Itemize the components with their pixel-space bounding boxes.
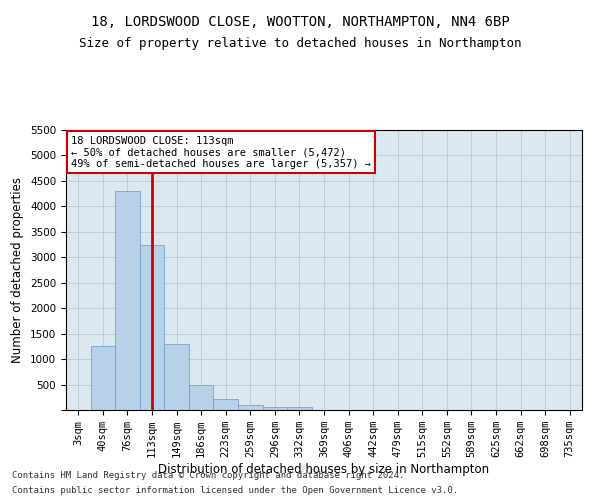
Bar [91, 346, 115, 410]
Text: Contains public sector information licensed under the Open Government Licence v3: Contains public sector information licen… [12, 486, 458, 495]
Bar [164, 344, 189, 410]
Text: Size of property relative to detached houses in Northampton: Size of property relative to detached ho… [79, 38, 521, 51]
X-axis label: Distribution of detached houses by size in Northampton: Distribution of detached houses by size … [158, 463, 490, 476]
Bar [238, 405, 263, 410]
Bar [214, 399, 238, 410]
Bar [263, 406, 287, 410]
Y-axis label: Number of detached properties: Number of detached properties [11, 177, 25, 363]
Text: 18, LORDSWOOD CLOSE, WOOTTON, NORTHAMPTON, NN4 6BP: 18, LORDSWOOD CLOSE, WOOTTON, NORTHAMPTO… [91, 15, 509, 29]
Text: 18 LORDSWOOD CLOSE: 113sqm
← 50% of detached houses are smaller (5,472)
49% of s: 18 LORDSWOOD CLOSE: 113sqm ← 50% of deta… [71, 136, 371, 169]
Bar [189, 384, 214, 410]
Bar [287, 407, 312, 410]
Bar [115, 191, 140, 410]
Bar [140, 244, 164, 410]
Text: Contains HM Land Registry data © Crown copyright and database right 2024.: Contains HM Land Registry data © Crown c… [12, 471, 404, 480]
